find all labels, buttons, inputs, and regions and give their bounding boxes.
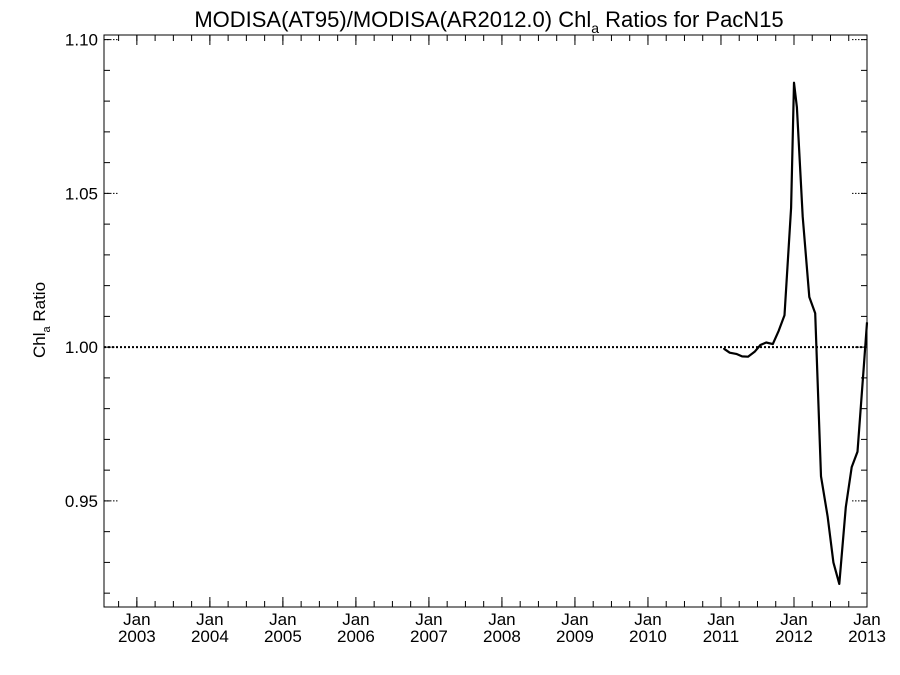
x-tick-label-year: 2011 bbox=[703, 627, 740, 646]
data-point bbox=[728, 351, 731, 354]
x-tick-label-month: Jan bbox=[780, 610, 807, 629]
data-point bbox=[735, 353, 738, 355]
data-point bbox=[723, 347, 725, 350]
x-tick-label-month: Jan bbox=[342, 610, 369, 629]
x-tick-label-year: 2007 bbox=[410, 627, 448, 646]
plot-frame bbox=[103, 34, 868, 608]
plot-area: 0.951.001.051.10Jan2003Jan2004Jan2005Jan… bbox=[65, 31, 886, 646]
data-point bbox=[866, 321, 868, 324]
x-tick-label-month: Jan bbox=[561, 610, 588, 629]
data-point bbox=[845, 506, 847, 508]
data-point bbox=[814, 312, 816, 315]
y-tick-label: 1.05 bbox=[65, 184, 98, 203]
x-tick-label-year: 2008 bbox=[483, 627, 521, 646]
x-tick-label-year: 2009 bbox=[556, 627, 594, 646]
y-axis-label-suffix: Ratio bbox=[30, 282, 49, 326]
y-axis-label: Chla Ratio bbox=[30, 282, 53, 358]
x-tick-label-month: Jan bbox=[123, 610, 150, 629]
x-tick-label-year: 2006 bbox=[337, 627, 375, 646]
data-point bbox=[820, 475, 822, 478]
x-tick-label-year: 2012 bbox=[775, 627, 813, 646]
y-tick-label: 0.95 bbox=[65, 492, 98, 511]
data-point bbox=[793, 81, 795, 84]
y-tick-label: 1.10 bbox=[65, 31, 98, 50]
data-point bbox=[783, 314, 786, 316]
x-tick-label-year: 2013 bbox=[848, 627, 886, 646]
y-tick-label: 1.00 bbox=[65, 338, 98, 357]
x-tick-label-month: Jan bbox=[634, 610, 661, 629]
x-tick-label-month: Jan bbox=[488, 610, 515, 629]
y-axis-label-main: Chl bbox=[30, 333, 49, 359]
data-point bbox=[765, 341, 768, 344]
data-point bbox=[808, 296, 811, 298]
x-tick-label-year: 2005 bbox=[264, 627, 302, 646]
x-tick-label-year: 2004 bbox=[191, 627, 229, 646]
y-axis-label-subscript: a bbox=[41, 326, 53, 333]
x-tick-label-month: Jan bbox=[707, 610, 734, 629]
data-point bbox=[856, 450, 859, 453]
data-point bbox=[832, 561, 835, 564]
data-point bbox=[801, 215, 804, 218]
x-tick-label-month: Jan bbox=[196, 610, 223, 629]
data-point bbox=[741, 355, 743, 358]
ratio-series-line bbox=[723, 81, 869, 586]
data-point bbox=[777, 330, 780, 332]
x-tick-label-year: 2003 bbox=[118, 627, 156, 646]
chart-title-subscript: a bbox=[591, 20, 599, 36]
data-point bbox=[747, 355, 749, 358]
x-tick-label-month: Jan bbox=[853, 610, 880, 629]
data-point bbox=[863, 361, 865, 364]
chart-title-suffix: Ratios for PacN15 bbox=[599, 7, 784, 32]
chart-title: MODISA(AT95)/MODISA(AR2012.0) Chla Ratio… bbox=[194, 7, 783, 36]
x-tick-label-year: 2010 bbox=[629, 627, 667, 646]
data-point bbox=[759, 344, 762, 346]
data-point bbox=[790, 207, 792, 209]
data-point bbox=[850, 466, 853, 468]
x-tick-label-month: Jan bbox=[269, 610, 296, 629]
x-tick-label-month: Jan bbox=[415, 610, 442, 629]
data-point bbox=[838, 583, 841, 585]
data-point bbox=[772, 343, 774, 345]
data-point bbox=[796, 106, 798, 109]
data-point bbox=[753, 350, 756, 353]
data-point bbox=[826, 515, 829, 518]
chart-title-main: MODISA(AT95)/MODISA(AR2012.0) Chl bbox=[194, 7, 591, 32]
